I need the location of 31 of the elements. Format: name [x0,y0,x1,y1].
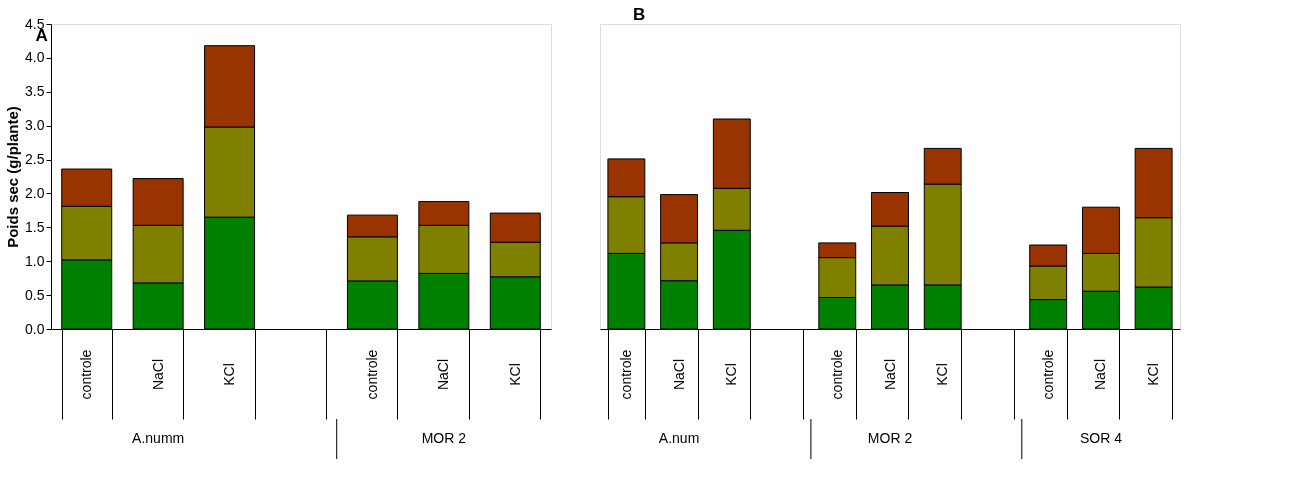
y-tick-label: 3.0 [25,117,45,134]
x-tick-label: NaCl [149,358,166,391]
x-tick-label: controle [828,349,845,400]
x-tick-label: controle [617,349,634,400]
y-tick-label: 2.0 [25,184,45,201]
text: A.numm [132,430,185,446]
x-tick-label: KCl [221,363,238,386]
x-tick-label: KCl [723,363,740,386]
x-tick-label: controle [78,349,95,400]
y-tick-label: 1.0 [25,252,45,269]
x-tick-label: controle [1039,349,1056,400]
text: MOR 2 [421,430,467,446]
x-tick-label: NaCl [1092,358,1109,391]
text: MOR 2 [867,430,913,446]
x-tick-label: NaCl [881,358,898,391]
y-tick-label: 0.0 [25,320,45,337]
y-tick-label: 3.5 [25,83,45,100]
y-tick-label: 4.0 [25,49,45,66]
x-tick-label: controle [363,349,380,400]
y-tick-label: 2.5 [25,151,45,168]
y-tick-label: 0.5 [25,286,45,303]
x-tick-label: KCl [934,363,951,386]
text: SOR 4 [1079,430,1123,446]
x-tick-label: NaCl [670,358,687,391]
x-tick-label: NaCl [435,358,452,391]
y-tick-label: 1.5 [25,218,45,235]
x-tick-label: KCl [1145,363,1162,386]
x-tick-label: KCl [506,363,523,386]
y-axis-title: Poids sec (g/plante) [4,106,22,248]
text: A.num [658,430,700,446]
chart-title: B [633,5,646,24]
